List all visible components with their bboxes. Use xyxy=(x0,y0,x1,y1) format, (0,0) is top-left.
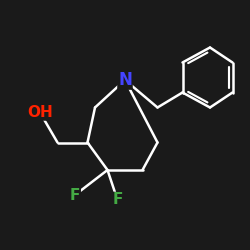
Text: OH: OH xyxy=(27,105,53,120)
Text: F: F xyxy=(70,188,80,202)
Text: F: F xyxy=(112,192,123,208)
Text: N: N xyxy=(118,71,132,89)
